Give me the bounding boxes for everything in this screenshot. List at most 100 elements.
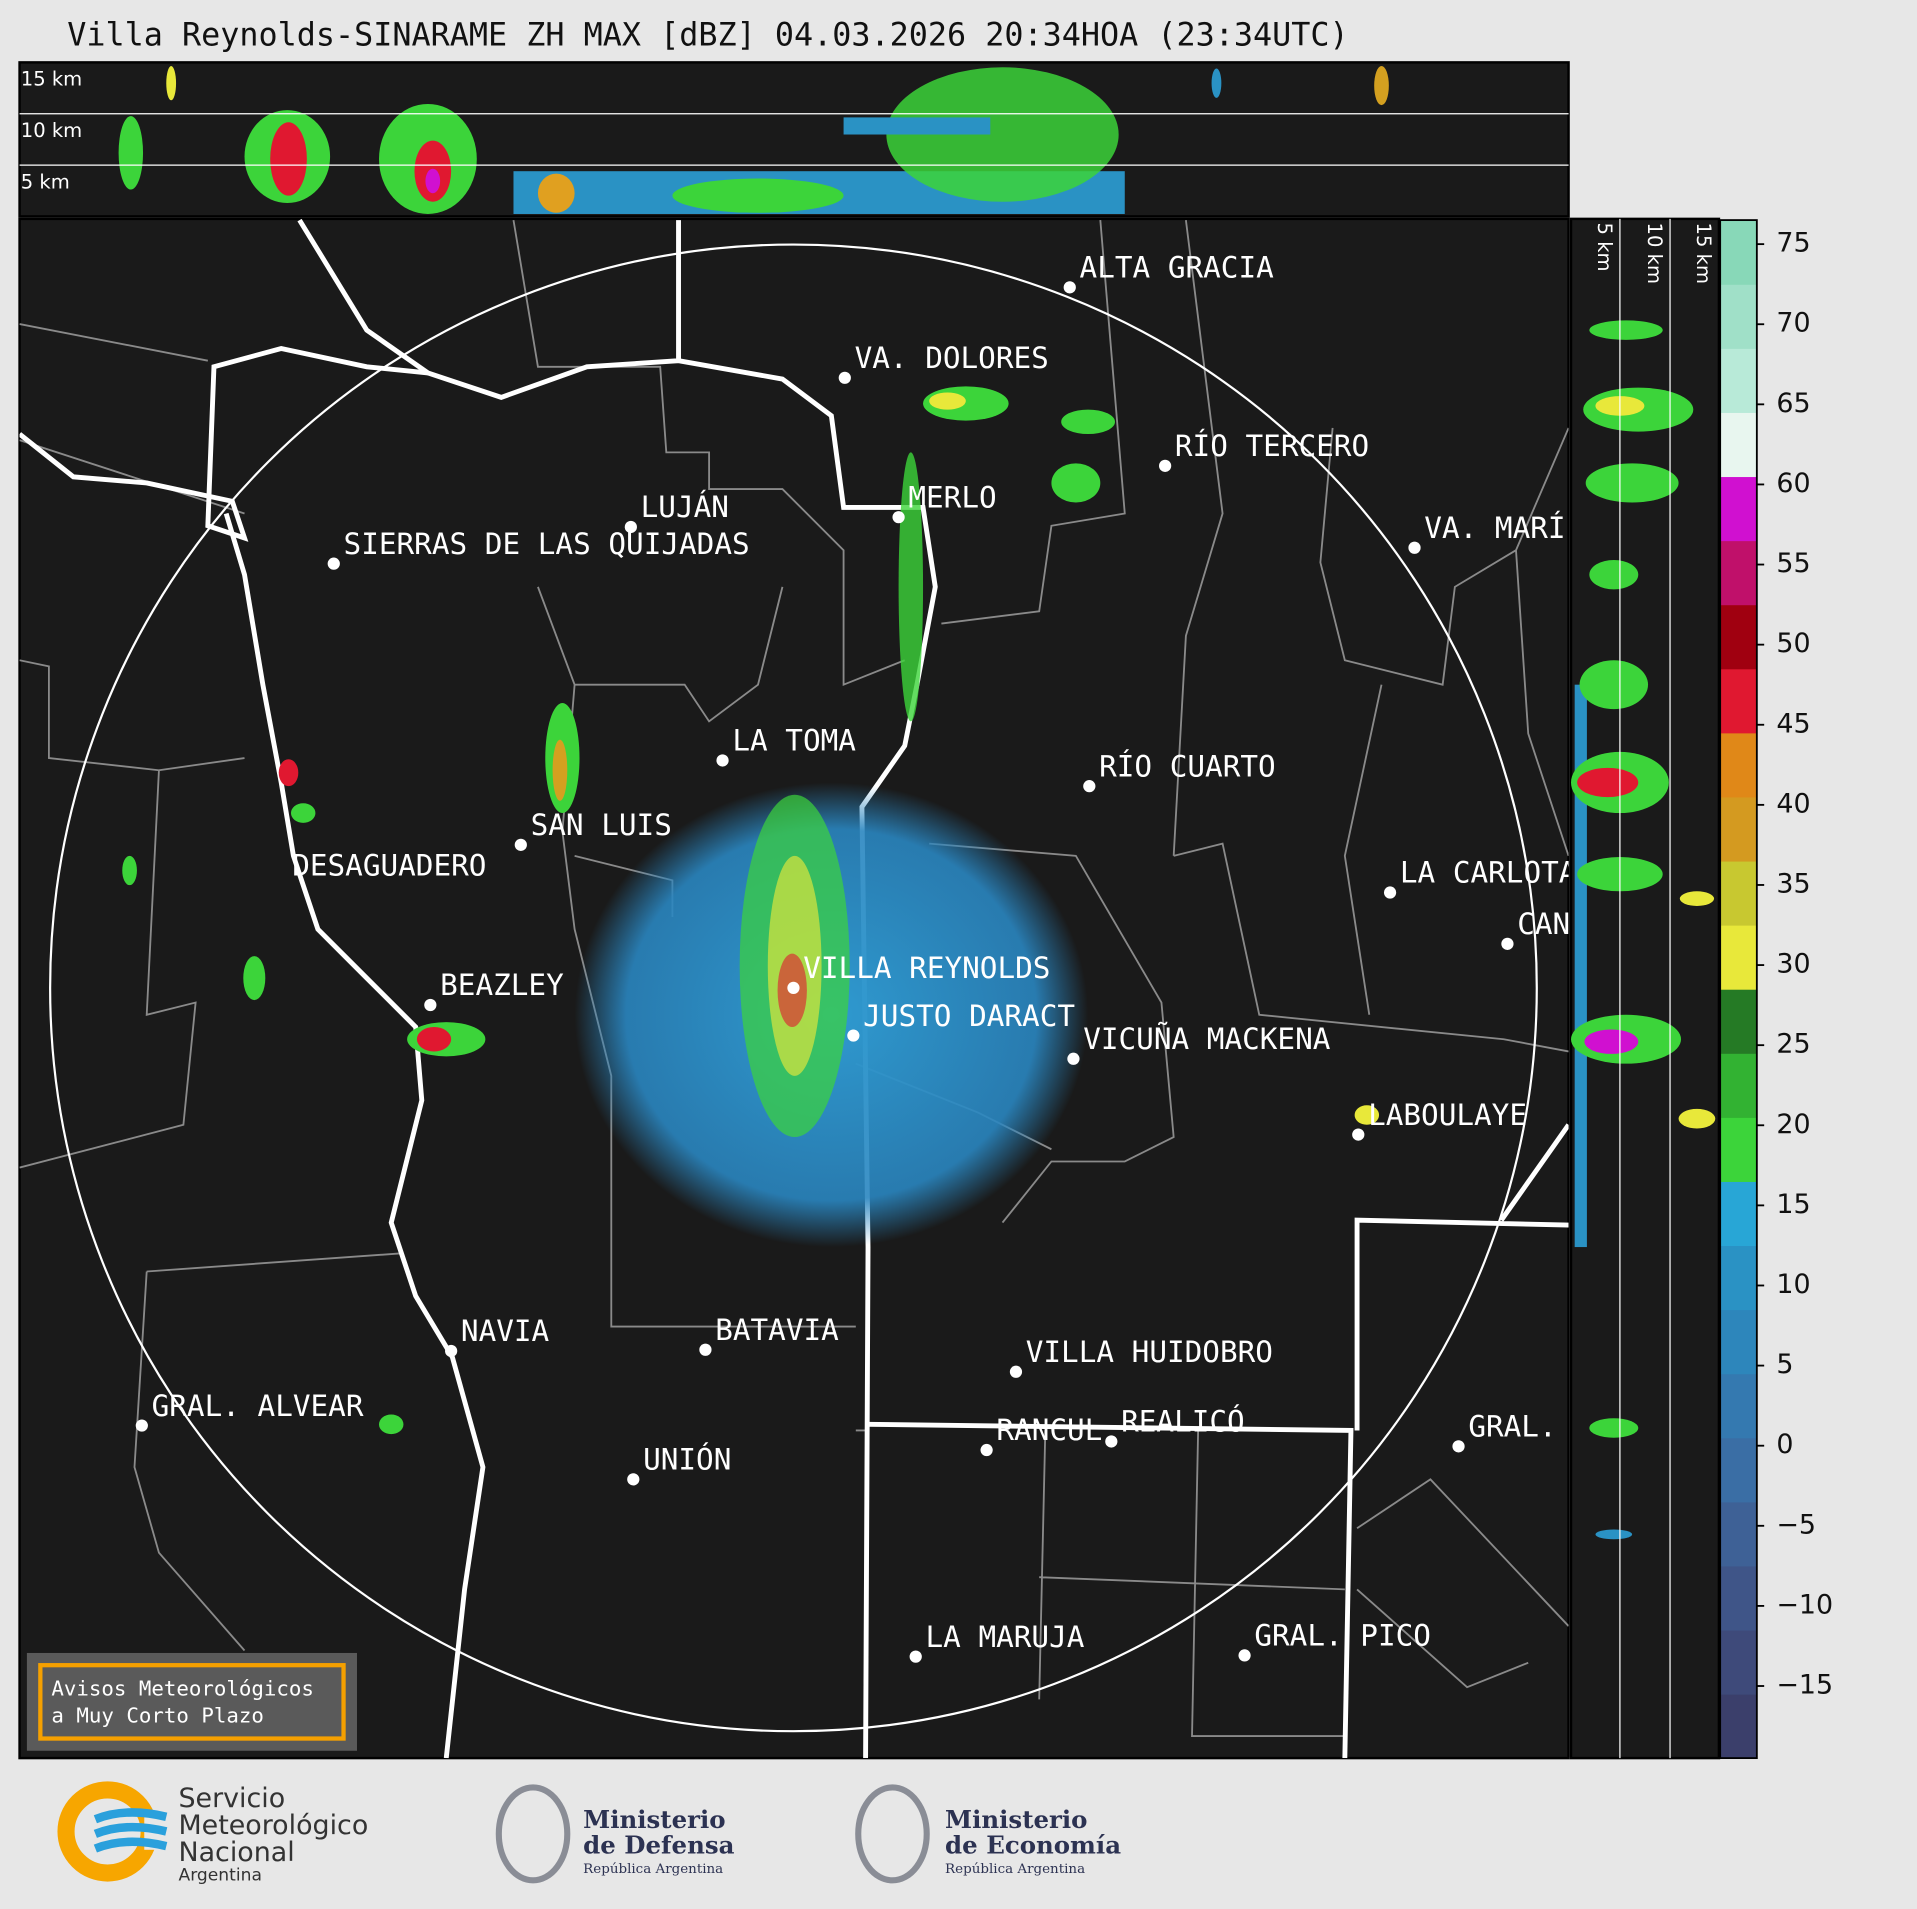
city-label: CAN	[1517, 907, 1570, 941]
logo-text: Meteorológico	[178, 1810, 368, 1841]
colorbar-bin	[1720, 668, 1757, 734]
colorbar-bin	[1720, 540, 1757, 606]
city-dot	[892, 511, 905, 524]
emblem	[855, 1784, 930, 1884]
colorbar-bin	[1720, 732, 1757, 798]
city-dot	[1105, 1435, 1118, 1448]
height-label: 15 km	[1692, 223, 1715, 284]
colorbar-tick-label: 40	[1776, 788, 1810, 819]
logo-text: República Argentina	[583, 1862, 723, 1877]
colorbar-tick-label: 25	[1776, 1029, 1810, 1060]
colorbar-tick-label: 60	[1776, 468, 1810, 499]
city-label: REALICÓ	[1121, 1403, 1245, 1439]
colorbar-tick-label: 55	[1776, 548, 1810, 579]
height-label: 10 km	[1643, 223, 1666, 284]
city-label: BEAZLEY	[440, 968, 564, 1002]
colorbar-tick-label: −5	[1776, 1509, 1816, 1540]
city-dot	[909, 1650, 922, 1663]
top-echoes	[118, 66, 1389, 214]
colorbar-tick-label: 15	[1776, 1189, 1810, 1220]
colorbar-bin	[1720, 1437, 1757, 1503]
colorbar-tick-label: 20	[1776, 1109, 1810, 1140]
city-dot	[1383, 886, 1397, 899]
city-dot	[1159, 459, 1172, 472]
colorbar-bin	[1720, 860, 1757, 926]
logo-text: Ministerio	[945, 1805, 1087, 1834]
height-label: 10 km	[21, 119, 82, 142]
colorbar-bin	[1720, 476, 1757, 542]
city-dot	[624, 520, 637, 534]
city-label: VA. MARÍ	[1424, 510, 1565, 545]
city-dot	[1452, 1440, 1465, 1453]
city-dot	[1238, 1649, 1251, 1662]
notice-text: a Muy Corto Plazo	[51, 1704, 264, 1728]
range-ring	[49, 243, 1538, 1733]
colorbar-tick-label: 10	[1776, 1269, 1810, 1300]
city-layer: ALTA GRACIA VA. DOLORES RÍO TERCERO LUJÁN ME…	[135, 251, 1577, 1663]
city-label: GRAL.	[1468, 1410, 1556, 1444]
colorbar-tick-label: 45	[1776, 708, 1810, 739]
emblem	[495, 1784, 571, 1884]
city-label: JUSTO DARACT	[863, 999, 1075, 1033]
colorbar-tick-label: 65	[1776, 388, 1810, 419]
height-label: 5 km	[21, 170, 70, 193]
city-dot	[445, 1344, 458, 1358]
colorbar-tick-label: 0	[1776, 1429, 1793, 1460]
echoes	[122, 386, 1380, 1435]
city-dot	[1501, 937, 1514, 950]
city-dot	[1067, 1052, 1080, 1065]
city-dot	[424, 998, 437, 1012]
department-borders	[19, 219, 1569, 1738]
city-label: DESAGUADERO	[292, 848, 486, 882]
city-dot	[627, 1473, 640, 1486]
colorbar-tick-label: 35	[1776, 868, 1810, 899]
city-dot	[1063, 281, 1076, 294]
logo-text: Nacional	[178, 1837, 294, 1868]
colorbar-bin	[1720, 1694, 1757, 1759]
city-label: VA. DOLORES	[855, 341, 1049, 375]
colorbar-bin	[1720, 1565, 1757, 1631]
city-dot	[135, 1419, 148, 1432]
city-dot	[838, 371, 851, 384]
city-label: NAVIA	[461, 1314, 550, 1348]
city-label: LABOULAYE	[1368, 1098, 1527, 1132]
colorbar-bin	[1720, 1373, 1757, 1439]
colorbar-bin	[1720, 1629, 1757, 1695]
colorbar-tick-label: 50	[1776, 628, 1810, 659]
logo-text: de Economía	[945, 1830, 1121, 1859]
colorbar-bin	[1720, 412, 1757, 478]
colorbar-frame	[1719, 219, 1758, 1760]
city-label: GRAL. PICO	[1254, 1619, 1431, 1653]
colorbar-bin	[1720, 925, 1757, 990]
city-label: RANCUL	[996, 1413, 1102, 1447]
colorbar-bin	[1720, 796, 1757, 862]
smn-logo	[57, 1781, 172, 1882]
colorbar-tick-label: 75	[1776, 228, 1810, 259]
notice-frame	[38, 1663, 346, 1741]
city-label: VICUÑA MACKENA	[1083, 1021, 1331, 1056]
city-label: BATAVIA	[715, 1313, 839, 1347]
colorbar-tick-label: 70	[1776, 308, 1810, 339]
colorbar-bin	[1720, 1181, 1757, 1247]
logo-text: República Argentina	[945, 1862, 1085, 1877]
city-dot	[327, 557, 340, 570]
city-label: VILLA HUIDOBRO	[1026, 1335, 1273, 1369]
title: Villa Reynolds-SINARAME ZH MAX [dBZ] 04.…	[67, 17, 1348, 53]
city-label: RÍO TERCERO	[1175, 428, 1369, 463]
colorbar-tick-label: −10	[1776, 1589, 1833, 1620]
colorbar-tick-label: 30	[1776, 949, 1810, 980]
city-label: LA TOMA	[732, 724, 856, 758]
colorbar-tick-label: 5	[1776, 1349, 1793, 1380]
notice-text: Avisos Meteorológicos	[51, 1677, 314, 1701]
colorbar-bin	[1720, 1245, 1757, 1311]
logo-text: Servicio	[178, 1783, 285, 1814]
side-echoes	[1571, 320, 1716, 1540]
map-layer: ALTA GRACIA VA. DOLORES RÍO TERCERO LUJÁN ME…	[19, 218, 1577, 1759]
city-label: LA CARLOTA	[1400, 856, 1577, 890]
height-label: 15 km	[21, 68, 82, 91]
city-dot	[1408, 541, 1421, 554]
colorbar-bin	[1720, 1053, 1757, 1118]
city-dot	[787, 981, 800, 994]
